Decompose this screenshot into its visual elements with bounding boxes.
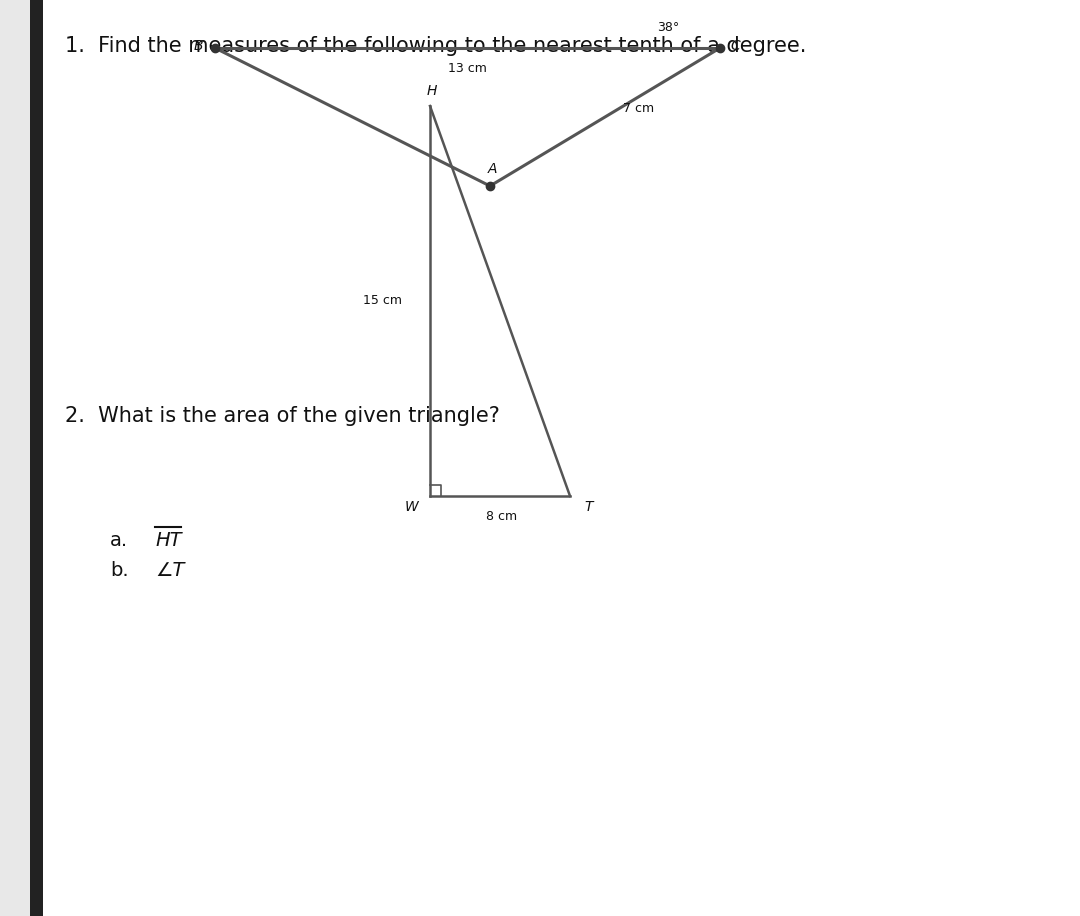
- Text: H: H: [427, 84, 437, 98]
- Text: 2.  What is the area of the given triangle?: 2. What is the area of the given triangl…: [65, 406, 500, 426]
- Text: 13 cm: 13 cm: [448, 62, 487, 75]
- Text: T: T: [584, 500, 593, 514]
- Text: C: C: [730, 39, 740, 53]
- Bar: [30, 0, 43, 916]
- Text: a.: a.: [110, 531, 129, 550]
- Text: B: B: [193, 39, 203, 53]
- Text: 1.  Find the measures of the following to the nearest tenth of a degree.: 1. Find the measures of the following to…: [65, 36, 807, 56]
- Text: 8 cm: 8 cm: [486, 510, 517, 523]
- Text: 15 cm: 15 cm: [363, 295, 402, 308]
- Text: HT: HT: [156, 531, 181, 550]
- Text: W: W: [405, 500, 419, 514]
- Text: 7 cm: 7 cm: [623, 103, 654, 115]
- Text: 38°: 38°: [657, 21, 679, 34]
- Text: ∠T: ∠T: [156, 561, 185, 580]
- Text: A: A: [487, 162, 497, 176]
- Text: b.: b.: [110, 561, 129, 580]
